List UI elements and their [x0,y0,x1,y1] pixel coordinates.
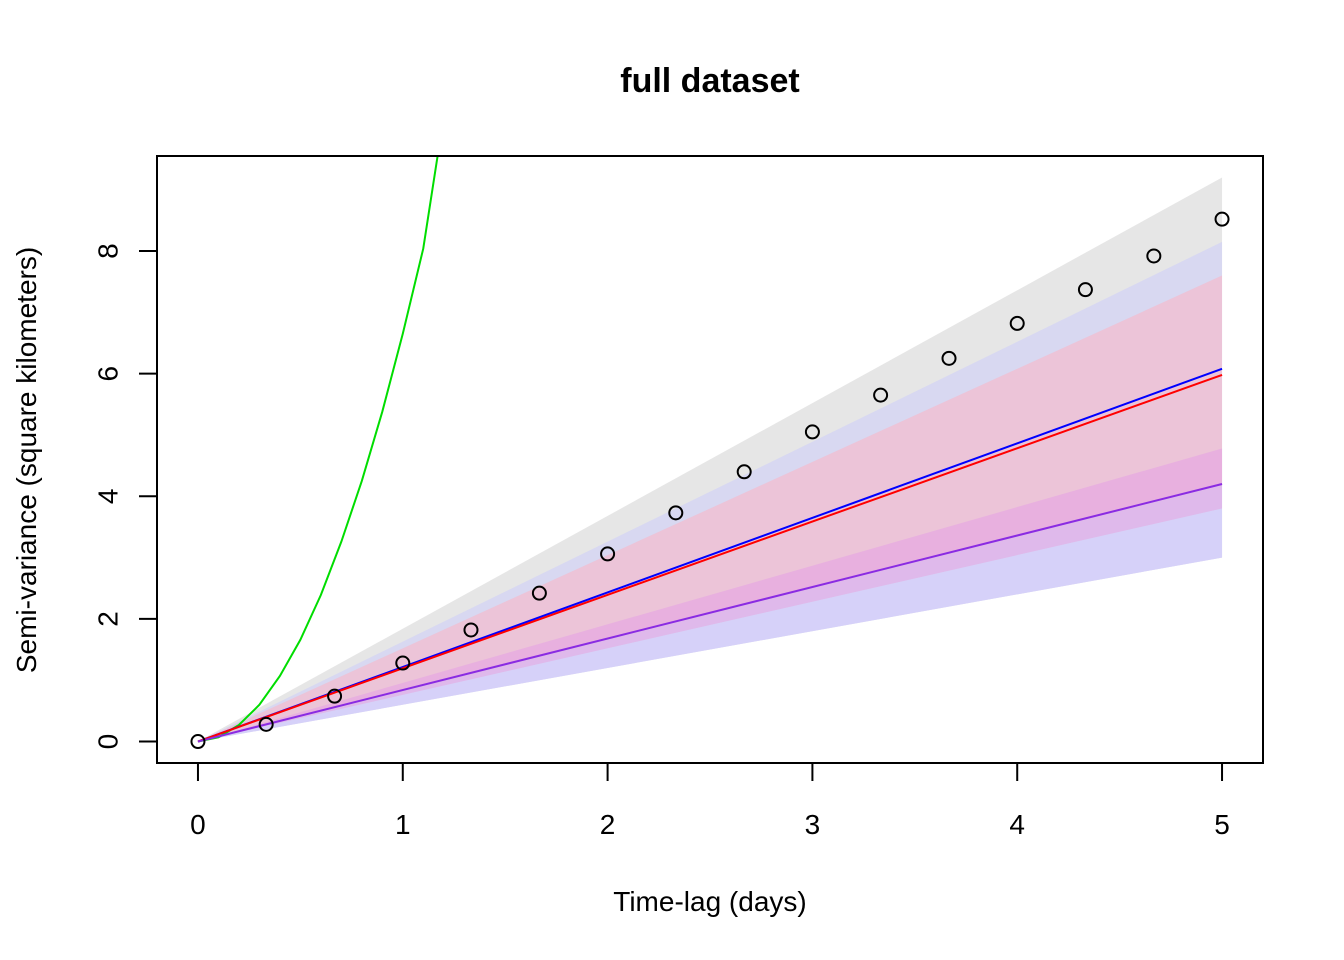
data-point [1146,248,1162,264]
x-tick-label: 0 [190,809,206,840]
data-point [327,688,343,704]
model-line-3 [197,373,1223,743]
plot-area [190,156,1230,750]
data-point [668,505,684,521]
confidence-band-2 [197,241,1223,742]
data-point [736,464,752,480]
x-tick-label: 1 [395,809,411,840]
data-point [941,350,957,366]
x-tick-label: 2 [600,809,616,840]
confidence-band-3 [197,275,1223,742]
y-axis-label: Semi-variance (square kilometers) [11,247,42,673]
data-point [463,622,479,638]
x-tick-label: 5 [1214,809,1230,840]
confidence-band-4 [197,448,1223,742]
chart-title: full dataset [620,62,799,100]
data-point [873,387,889,403]
data-point [1077,282,1093,298]
x-axis-label: Time-lag (days) [613,886,806,917]
y-tick-label: 8 [92,243,123,259]
data-point [531,585,547,601]
y-tick-label: 4 [92,488,123,504]
model-line-1 [197,156,439,743]
data-point [190,734,206,750]
model-line-4 [197,483,1223,743]
y-tick-label: 2 [92,611,123,627]
y-tick-label: 0 [92,734,123,750]
x-tick-label: 4 [1009,809,1025,840]
y-axis: 0 2 4 6 8 [92,243,158,750]
y-tick-label: 6 [92,366,123,382]
data-point [258,716,274,732]
x-axis: 0 1 2 3 4 5 [190,762,1230,840]
data-point [600,546,616,562]
data-point [804,424,820,440]
data-point [1009,315,1025,331]
data-point [1214,211,1230,227]
x-tick-label: 3 [805,809,821,840]
confidence-band-5 [197,508,1223,742]
data-point [395,655,411,671]
